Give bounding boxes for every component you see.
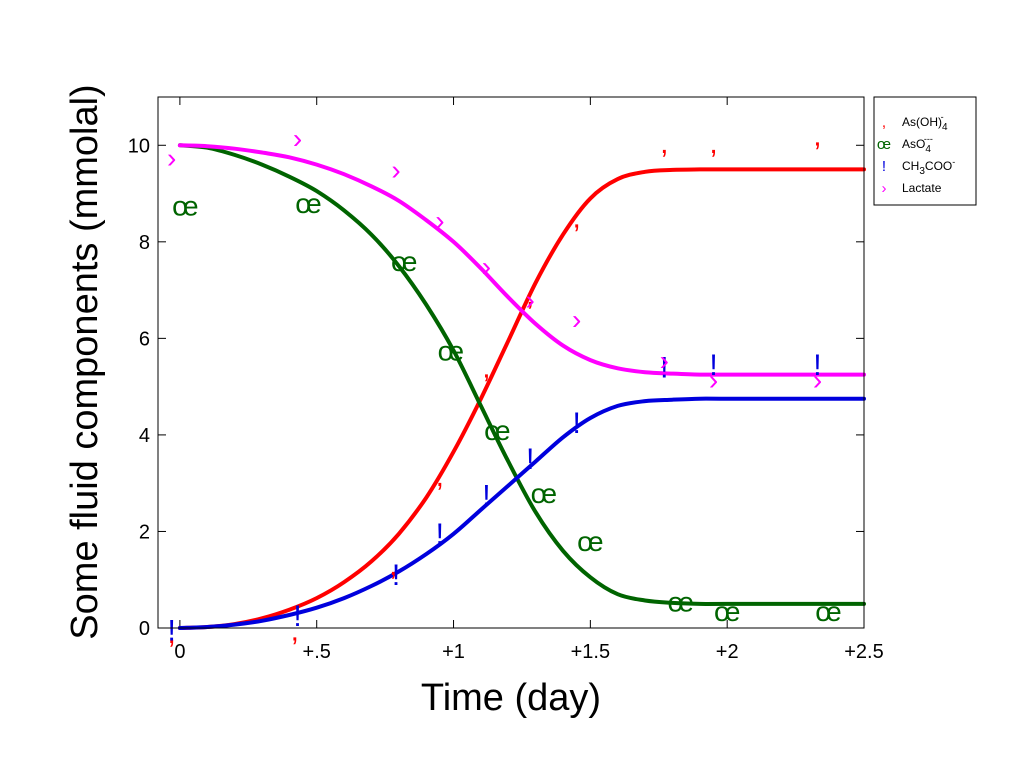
data-point-marker: › bbox=[525, 285, 534, 316]
data-point-marker: , bbox=[660, 127, 668, 160]
data-point-marker: , bbox=[168, 617, 176, 650]
data-point-marker: œ bbox=[714, 596, 740, 627]
data-point-marker: œ bbox=[531, 478, 557, 509]
x-tick-label: +2 bbox=[716, 641, 739, 663]
data-point-marker: ! bbox=[436, 518, 444, 551]
x-tick-label: +1.5 bbox=[571, 641, 610, 663]
legend-box bbox=[873, 96, 977, 206]
data-point-marker: ! bbox=[709, 349, 717, 382]
data-point-marker: › bbox=[391, 154, 400, 185]
data-point-marker: › bbox=[572, 304, 581, 335]
legend-label: CH3COO- bbox=[902, 157, 955, 177]
data-point-marker: ! bbox=[293, 600, 301, 633]
series-line-2 bbox=[177, 396, 866, 630]
data-point-marker: ! bbox=[168, 614, 176, 647]
y-tick-label: 8 bbox=[139, 232, 150, 254]
data-point-marker: , bbox=[436, 460, 444, 493]
series-line-3 bbox=[177, 143, 866, 377]
legend-marker: ! bbox=[882, 158, 886, 175]
y-tick-label: 6 bbox=[139, 328, 150, 350]
data-point-marker: ! bbox=[813, 349, 821, 382]
data-point-marker: , bbox=[813, 120, 821, 153]
data-point-marker: ! bbox=[526, 443, 534, 476]
series-curves bbox=[177, 143, 866, 630]
data-point-marker: œ bbox=[438, 335, 464, 366]
x-axis-label: Time (day) bbox=[421, 677, 601, 719]
data-point-marker: œ bbox=[391, 246, 417, 277]
data-point-marker: œ bbox=[295, 188, 321, 219]
data-point-marker: ! bbox=[660, 351, 668, 384]
data-point-marker: , bbox=[482, 351, 490, 384]
data-point-marker: › bbox=[660, 345, 669, 376]
y-axis-label: Some fluid components (mmolal) bbox=[64, 84, 106, 639]
data-point-marker: œ bbox=[815, 596, 841, 627]
data-point-marker: ! bbox=[482, 479, 490, 512]
legend-marker: › bbox=[882, 180, 887, 197]
y-tick-label: 4 bbox=[139, 425, 150, 447]
data-point-marker: œ bbox=[667, 586, 693, 617]
data-point-marker: › bbox=[482, 251, 491, 282]
legend-label: Lactate bbox=[902, 181, 942, 195]
y-tick-label: 2 bbox=[139, 521, 150, 543]
data-point-marker: › bbox=[167, 142, 176, 173]
data-point-marker: › bbox=[813, 364, 822, 395]
legend: , As(OH)4- œ AsO4---! CH3COO- › Lactate bbox=[873, 96, 977, 206]
data-point-marker: , bbox=[526, 279, 534, 312]
data-point-marker: œ bbox=[172, 191, 198, 222]
data-point-marker: , bbox=[389, 549, 397, 582]
data-point-marker: , bbox=[291, 614, 299, 647]
axis-ticks: 0 +.5 +1 +1.5 +2 +2.5 0 2 4 6 8 10 bbox=[128, 97, 884, 663]
data-point-marker: œ bbox=[484, 415, 510, 446]
x-tick-label: +.5 bbox=[303, 641, 331, 663]
y-tick-label: 0 bbox=[139, 618, 150, 640]
data-point-marker: › bbox=[293, 123, 302, 154]
data-point-marker: ! bbox=[392, 559, 400, 592]
legend-marker: , bbox=[882, 114, 886, 131]
series-line-0 bbox=[177, 167, 866, 630]
legend-marker: œ bbox=[877, 136, 891, 153]
data-point-marker: › bbox=[709, 364, 718, 395]
data-point-marker: , bbox=[573, 202, 581, 235]
data-point-marker: œ bbox=[577, 526, 603, 557]
y-tick-label: 10 bbox=[128, 135, 150, 157]
x-tick-label: +2.5 bbox=[844, 641, 883, 663]
data-point-marker: › bbox=[435, 205, 444, 236]
data-point-marker: ! bbox=[573, 407, 581, 440]
legend-label: AsO4--- bbox=[902, 134, 933, 155]
data-point-marker: , bbox=[709, 127, 717, 160]
x-tick-label: 0 bbox=[174, 641, 185, 663]
x-tick-label: +1 bbox=[442, 641, 465, 663]
legend-label: As(OH)4- bbox=[902, 112, 948, 133]
plot-frame bbox=[157, 96, 865, 629]
series-line-1 bbox=[177, 143, 866, 606]
